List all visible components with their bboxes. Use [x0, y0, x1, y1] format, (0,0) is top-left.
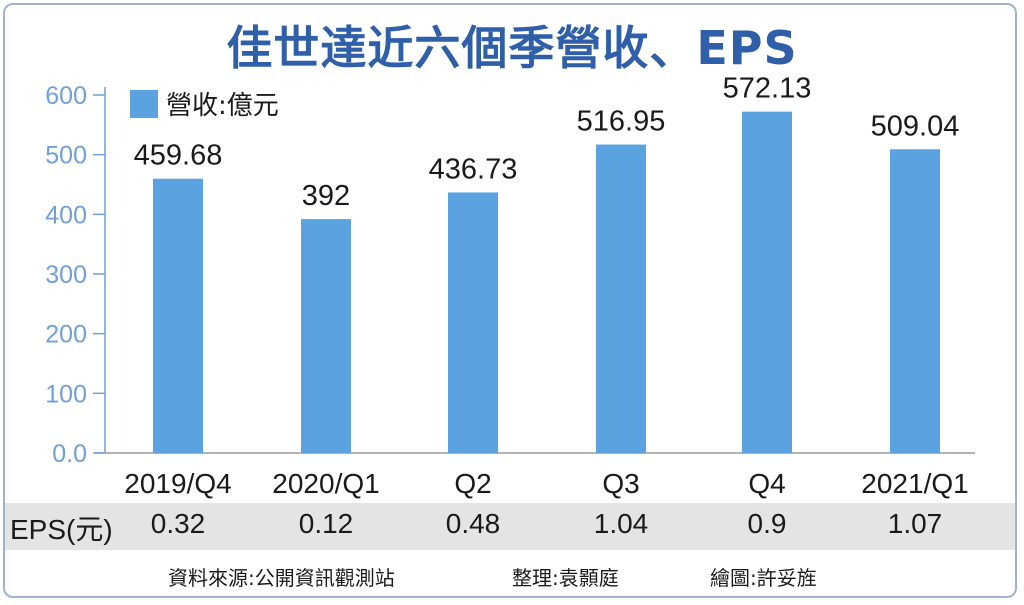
- legend-swatch: [130, 90, 158, 118]
- x-category-label: 2020/Q1: [272, 468, 379, 499]
- eps-value: 1.04: [593, 508, 649, 539]
- eps-value: 0.32: [150, 508, 206, 539]
- legend-label: 營收:億元: [166, 91, 279, 121]
- revenue-bar-chart: 0.0 100 200 300 400 500 600 營收:億元 459.68 2019/Q4 3…: [45, 73, 975, 499]
- y-tick-label: 200: [45, 321, 87, 349]
- x-category-label: 2019/Q4: [124, 468, 231, 499]
- footer-source: 資料來源:公開資訊觀測站: [168, 566, 395, 590]
- x-category-label: 2021/Q1: [861, 468, 968, 499]
- eps-value: 0.12: [298, 508, 354, 539]
- revenue-bar: [742, 111, 792, 454]
- bar-value-label: 459.68: [134, 140, 223, 172]
- eps-band: [5, 503, 1015, 550]
- revenue-bar: [890, 149, 940, 453]
- y-tick-label: 500: [45, 142, 87, 170]
- revenue-bar: [153, 178, 203, 453]
- footer-editor: 整理:袁顥庭: [512, 566, 619, 590]
- bar-value-label: 436.73: [429, 153, 518, 185]
- bar-value-label: 572.13: [723, 73, 812, 105]
- x-category-label: Q4: [748, 468, 785, 499]
- revenue-bar: [301, 219, 351, 453]
- eps-row-label: EPS(元): [10, 514, 113, 545]
- eps-value: 0.48: [445, 508, 501, 539]
- x-category-label: Q3: [602, 468, 639, 499]
- eps-value: 1.07: [887, 508, 943, 539]
- x-category-label: Q2: [454, 468, 491, 499]
- eps-value: 0.9: [747, 508, 787, 539]
- y-tick-label: 100: [45, 380, 87, 408]
- revenue-bar: [448, 192, 498, 453]
- bar-value-label: 509.04: [871, 110, 960, 142]
- bar-value-label: 392: [302, 180, 350, 212]
- revenue-bar: [596, 144, 646, 453]
- y-tick-label: 300: [45, 261, 87, 289]
- chart-title: 佳世達近六個季營收、EPS: [226, 21, 798, 75]
- y-tick-label: 0.0: [52, 440, 87, 468]
- y-tick-label: 400: [45, 201, 87, 229]
- bar-value-label: 516.95: [577, 106, 666, 138]
- footer-illustrator: 繪圖:許妥旌: [710, 566, 817, 590]
- y-tick-label: 600: [45, 82, 87, 110]
